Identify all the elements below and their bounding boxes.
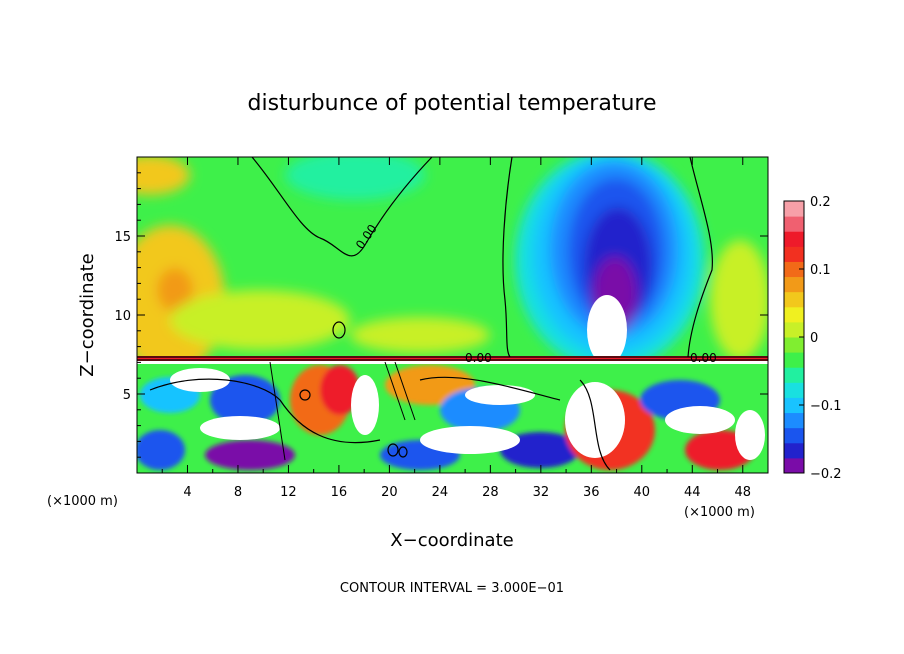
colorbar-tick-label: 0.1 xyxy=(810,263,831,278)
colorbar-swatch xyxy=(784,427,804,444)
colorbar-swatch xyxy=(784,442,804,459)
x-tick-label: 20 xyxy=(381,485,398,500)
colorbar-swatch xyxy=(784,352,804,368)
colorbar-swatch xyxy=(784,367,804,383)
colorbar-tick-label: 0.2 xyxy=(810,195,831,210)
colorbar-swatch xyxy=(784,231,804,247)
colorbar-swatch xyxy=(784,246,804,262)
colorbar-swatch xyxy=(784,397,804,414)
chart-title: disturbunce of potential temperature xyxy=(248,91,657,116)
contour-label: 0.00 xyxy=(465,351,492,365)
colorbar-swatch xyxy=(784,216,804,232)
colorbar-swatch xyxy=(784,291,804,308)
colorbar-swatch xyxy=(784,412,804,429)
x-tick-label: 16 xyxy=(331,485,348,500)
colorbar-swatch xyxy=(784,382,804,398)
y-tick-label: 15 xyxy=(114,230,131,245)
colorbar-swatch xyxy=(784,457,804,474)
x-tick-label: 36 xyxy=(583,485,600,500)
x-tick-label: 12 xyxy=(280,485,297,500)
colorbar-tick-label: −0.1 xyxy=(810,399,842,414)
x-axis: 4 8 12 16 20 24 28 32 36 40 44 48 xyxy=(161,157,751,500)
colorbar-swatch xyxy=(784,321,804,338)
x-tick-label: 24 xyxy=(432,485,449,500)
x-unit-right: (×1000 m) xyxy=(684,505,755,520)
colorbar-swatch xyxy=(784,306,804,323)
colorbar-tick-label: 0 xyxy=(810,331,818,346)
colorbar-swatch xyxy=(784,337,804,353)
x-tick-label: 48 xyxy=(734,485,751,500)
x-tick-label: 4 xyxy=(183,485,191,500)
colorbar-swatch xyxy=(784,201,804,217)
x-tick-label: 8 xyxy=(234,485,242,500)
colorbar xyxy=(783,200,805,474)
contour-lines xyxy=(137,157,768,471)
y-axis-title: Z−coordinate xyxy=(77,253,98,376)
x-unit-left: (×1000 m) xyxy=(47,494,118,509)
contour-label: 0.00 xyxy=(690,351,717,365)
y-axis: 5 10 15 xyxy=(114,172,768,458)
heatmap-field xyxy=(137,157,768,473)
contour-interval-note: CONTOUR INTERVAL = 3.000E−01 xyxy=(340,581,564,596)
colorbar-ticks: 0.2 0.1 0 −0.1 −0.2 xyxy=(799,195,842,482)
colorbar-swatch xyxy=(784,261,804,278)
x-tick-label: 28 xyxy=(482,485,499,500)
colorbar-tick-label: −0.2 xyxy=(810,467,842,482)
x-tick-label: 32 xyxy=(533,485,550,500)
y-tick-label: 10 xyxy=(114,309,131,324)
colorbar-swatch xyxy=(784,276,804,293)
y-tick-label: 5 xyxy=(123,388,131,403)
x-tick-label: 40 xyxy=(634,485,651,500)
x-tick-label: 44 xyxy=(684,485,701,500)
x-axis-title: X−coordinate xyxy=(390,530,513,551)
